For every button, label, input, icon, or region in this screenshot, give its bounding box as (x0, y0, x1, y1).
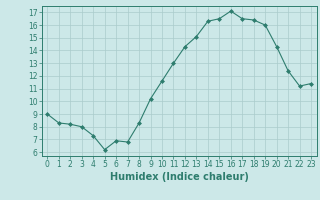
X-axis label: Humidex (Indice chaleur): Humidex (Indice chaleur) (110, 172, 249, 182)
